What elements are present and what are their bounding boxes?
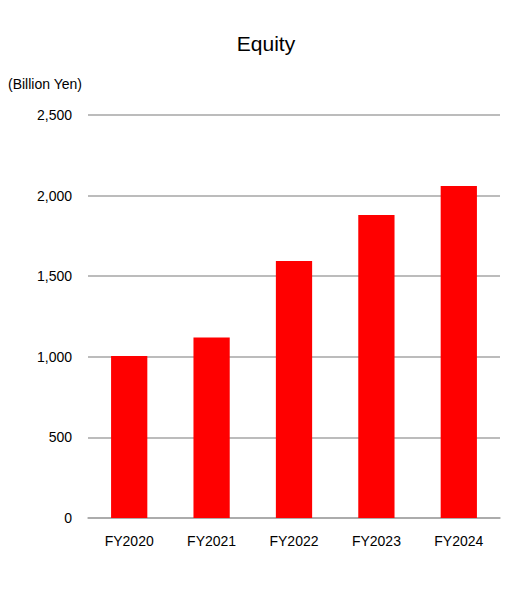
svg-text:FY2023: FY2023 [352, 533, 401, 549]
svg-text:1,000: 1,000 [37, 349, 72, 365]
svg-text:FY2020: FY2020 [105, 533, 154, 549]
svg-text:(Billion Yen): (Billion Yen) [8, 76, 82, 92]
svg-text:FY2022: FY2022 [269, 533, 318, 549]
svg-text:FY2024: FY2024 [434, 533, 483, 549]
svg-text:Equity: Equity [237, 32, 296, 55]
svg-text:2,500: 2,500 [37, 107, 72, 123]
svg-text:500: 500 [49, 429, 73, 445]
svg-text:0: 0 [64, 510, 72, 526]
svg-text:2,000: 2,000 [37, 188, 72, 204]
svg-text:FY2021: FY2021 [187, 533, 236, 549]
svg-text:1,500: 1,500 [37, 268, 72, 284]
